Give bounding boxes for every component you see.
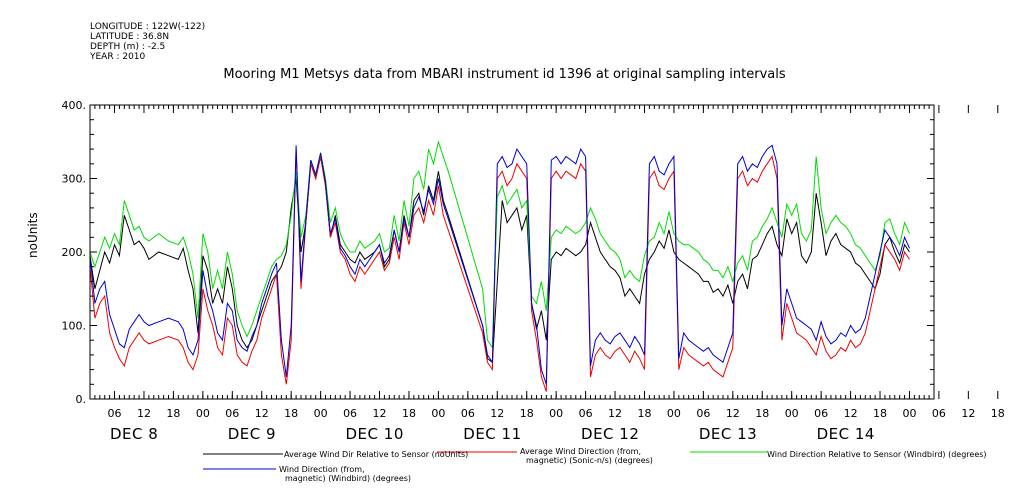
x-tick-label: 18: [637, 407, 651, 420]
axis-layer: 0. 100. 200. 300. 400. 06 12 18 00 06 12 18 00 06 12 18…: [62, 99, 1005, 420]
legend-label-4: Wind Direction (from, magnetic) (Windbird…: [279, 465, 411, 483]
legend-label-2: Average Wind Direction (from, magnetic) (…: [520, 447, 653, 465]
x-tick-label: 18: [991, 407, 1005, 420]
x-tick-label: 18: [166, 407, 180, 420]
series-line-1: [89, 156, 910, 364]
day-label: DEC 11: [463, 425, 522, 443]
day-label: DEC 8: [109, 425, 159, 443]
longitude-label: LONGITUDE : 122W(-122): [90, 22, 206, 32]
series-layer: [89, 139, 910, 392]
x-tick-label: 06: [696, 407, 710, 420]
x-tick-label: 18: [755, 407, 769, 420]
day-label: DEC 13: [698, 425, 758, 443]
x-tick-label: 12: [608, 407, 622, 420]
x-tick-label: 00: [902, 407, 916, 420]
series-line-4: [89, 144, 910, 385]
y-tick-label: 400.: [62, 99, 87, 112]
day-label: DEC 14: [816, 425, 875, 443]
plot-frame: [89, 104, 935, 400]
y-tick-label: 300.: [62, 173, 87, 186]
x-tick-label: 06: [579, 407, 593, 420]
legend-label-line: Average Wind Direction (from,: [520, 447, 642, 456]
x-tick-label: 12: [961, 407, 975, 420]
x-tick-label: 18: [873, 407, 887, 420]
legend-label-line: magnetic) (Windbird) (degrees): [285, 474, 412, 483]
x-tick-label: 06: [225, 407, 239, 420]
x-tick-label: 00: [667, 407, 681, 420]
day-label: DEC 10: [345, 425, 404, 443]
legend-label-1: Average Wind Dir Relative to Sensor (noU…: [284, 450, 468, 459]
day-label: DEC 9: [227, 425, 277, 443]
x-tick-label: 18: [402, 407, 416, 420]
x-tick-label: 06: [461, 407, 475, 420]
x-tick-label: 00: [785, 407, 799, 420]
legend-label-line: Wind Direction Relative to Sensor (Windb…: [767, 450, 987, 459]
y-tick-label: 0.: [76, 393, 87, 406]
x-tick-label: 00: [196, 407, 210, 420]
x-tick-label: 12: [255, 407, 269, 420]
x-tick-label: 18: [284, 407, 298, 420]
y-tick-label: 200.: [62, 246, 87, 259]
x-tick-label: 18: [520, 407, 534, 420]
series-line-2: [89, 149, 910, 392]
legend-label-line: Average Wind Dir Relative to Sensor (noU…: [284, 450, 469, 459]
x-tick-label: 00: [549, 407, 563, 420]
year-label: YEAR : 2010: [90, 52, 146, 62]
x-tick-label: 12: [137, 407, 151, 420]
x-tick-label: 12: [490, 407, 504, 420]
x-tick-label: 06: [343, 407, 357, 420]
legend-label-line: Wind Direction (from,: [279, 465, 365, 474]
x-tick-label: 12: [726, 407, 740, 420]
x-tick-label: 12: [844, 407, 858, 420]
series-line-3: [89, 139, 910, 350]
legend-label-line: magnetic) (Sonic-n/s) (degrees): [526, 456, 653, 465]
latitude-label: LATITUDE : 36.8N: [90, 32, 170, 42]
x-tick-label: 00: [431, 407, 445, 420]
depth-label: DEPTH (m) : -2.5: [90, 42, 166, 52]
x-tick-label: 00: [314, 407, 328, 420]
legend-label-3: Wind Direction Relative to Sensor (Windb…: [767, 450, 987, 459]
legend-layer: [203, 451, 767, 470]
x-tick-label: 06: [108, 407, 122, 420]
y-tick-label: 100.: [62, 320, 87, 333]
x-tick-label: 06: [814, 407, 828, 420]
x-tick-label: 06: [932, 407, 946, 420]
chart-title: Mooring M1 Metsys data from MBARI instru…: [223, 67, 786, 82]
x-tick-label: 12: [373, 407, 387, 420]
day-label: DEC 12: [581, 425, 640, 443]
